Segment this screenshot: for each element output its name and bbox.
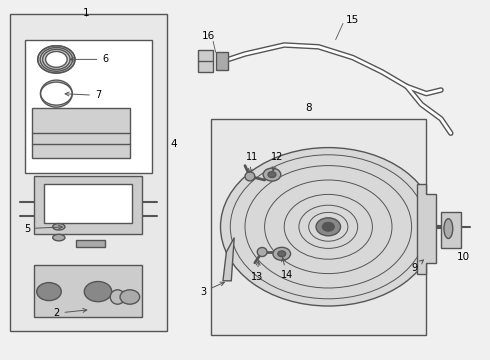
FancyBboxPatch shape [216, 52, 228, 70]
Text: 10: 10 [457, 252, 469, 262]
Circle shape [46, 51, 67, 67]
Text: 5: 5 [24, 224, 62, 234]
Text: 13: 13 [251, 261, 264, 282]
Circle shape [273, 247, 291, 260]
Text: 12: 12 [270, 152, 283, 171]
Text: 4: 4 [171, 139, 177, 149]
Circle shape [38, 46, 75, 73]
Circle shape [316, 218, 341, 236]
FancyBboxPatch shape [34, 265, 142, 317]
Text: 2: 2 [53, 308, 87, 318]
Circle shape [37, 283, 61, 301]
FancyBboxPatch shape [32, 108, 130, 158]
FancyBboxPatch shape [441, 212, 461, 248]
Text: 16: 16 [201, 31, 215, 41]
FancyBboxPatch shape [24, 40, 152, 173]
Text: 11: 11 [246, 152, 259, 172]
Text: 1: 1 [82, 8, 89, 18]
Ellipse shape [444, 219, 453, 239]
Circle shape [322, 222, 334, 231]
FancyBboxPatch shape [198, 50, 213, 72]
Circle shape [120, 290, 140, 304]
Text: 14: 14 [280, 257, 293, 280]
Text: 7: 7 [65, 90, 101, 100]
Text: 8: 8 [305, 103, 312, 113]
Text: 9: 9 [411, 260, 423, 273]
Circle shape [41, 82, 72, 105]
Ellipse shape [40, 80, 73, 107]
Ellipse shape [53, 224, 65, 230]
Text: 15: 15 [346, 15, 360, 25]
Ellipse shape [245, 172, 255, 181]
Circle shape [84, 282, 112, 302]
Text: 6: 6 [70, 54, 108, 64]
FancyBboxPatch shape [76, 240, 105, 247]
Ellipse shape [53, 234, 65, 241]
FancyBboxPatch shape [34, 176, 142, 234]
FancyBboxPatch shape [44, 184, 132, 223]
FancyBboxPatch shape [211, 119, 426, 335]
Circle shape [268, 172, 276, 177]
Ellipse shape [257, 248, 267, 256]
Circle shape [220, 148, 436, 306]
Polygon shape [416, 184, 436, 274]
Polygon shape [223, 238, 234, 281]
Ellipse shape [110, 290, 125, 304]
Circle shape [278, 251, 286, 257]
Text: 3: 3 [200, 282, 224, 297]
Circle shape [263, 168, 281, 181]
FancyBboxPatch shape [10, 14, 167, 331]
